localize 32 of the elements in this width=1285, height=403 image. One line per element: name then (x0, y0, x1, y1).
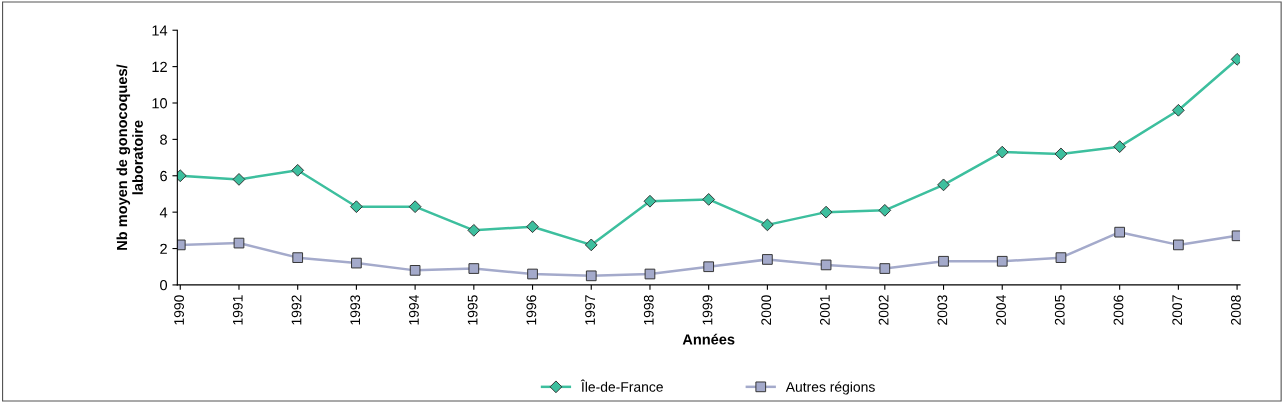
x-tick-label: 2007 (1172, 295, 1183, 325)
y-tick-label: 8 (160, 134, 167, 145)
x-tick-label: 1990 (174, 295, 184, 325)
x-tick-label: 1997 (585, 295, 595, 325)
x-tick-label: 1996 (526, 295, 537, 325)
x-tick-label: 1998 (643, 295, 654, 325)
point (1231, 230, 1241, 242)
y-tick-label: 12 (152, 61, 167, 72)
x-tick-label: 2000 (761, 295, 772, 325)
x-tick-label: 2001 (820, 295, 830, 325)
x-tick-label: 1993 (350, 295, 361, 325)
y-tick-label: 6 (160, 170, 167, 182)
y-tick-label: 10 (152, 98, 168, 109)
y-axis-title: Nb moyen de gonocoques/ laboratoire (116, 64, 143, 250)
x-tick-label: 1991 (232, 295, 243, 325)
x-tick-label: 2008 (1230, 295, 1241, 325)
legend-label: Île-de-France (580, 379, 663, 392)
x-tick-label: 1994 (409, 295, 419, 325)
x-axis-title: Années (682, 333, 735, 345)
y-tick-label: 4 (159, 207, 168, 218)
y-tick-label: 14 (152, 25, 168, 36)
x-tick-label: 2006 (1113, 295, 1124, 325)
y-tick-label: 2 (160, 243, 167, 254)
x-tick-label: 1995 (467, 295, 478, 325)
x-tick-label: 1999 (702, 295, 713, 325)
y-tick-label: 0 (160, 280, 168, 291)
x-tick-label: 2002 (878, 295, 889, 325)
x-tick-label: 2005 (1054, 295, 1065, 325)
x-tick-label: 1992 (291, 295, 302, 325)
x-tick-label: 2003 (937, 295, 948, 325)
legend-label: Autres régions (785, 381, 875, 395)
x-tick-label: 2004 (996, 295, 1006, 325)
